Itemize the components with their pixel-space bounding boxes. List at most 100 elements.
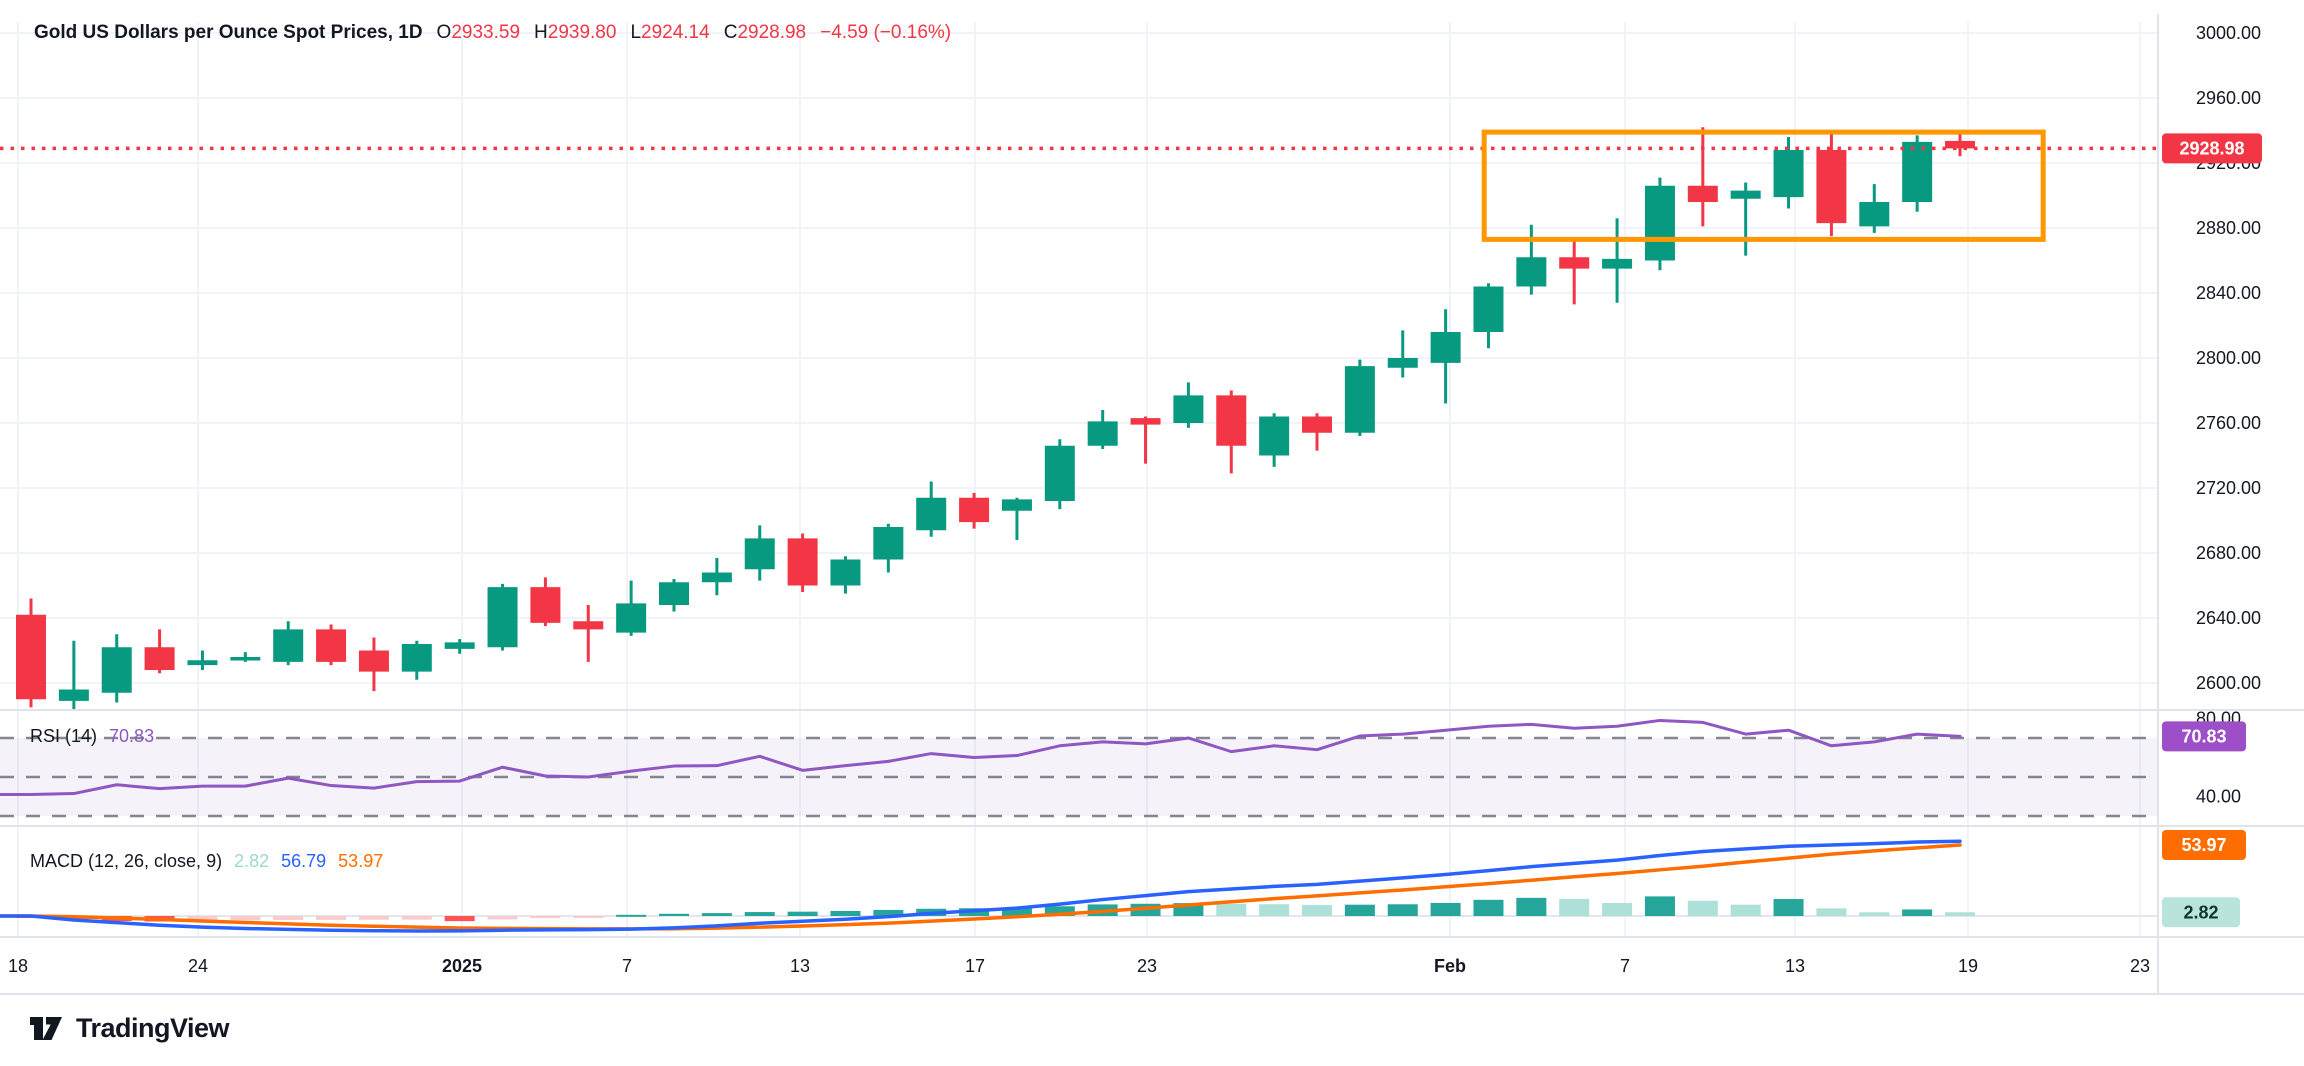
macd-histogram-bar[interactable] bbox=[1473, 899, 1504, 916]
candle[interactable] bbox=[401, 644, 432, 672]
candle[interactable] bbox=[701, 572, 732, 583]
macd-indicator-name[interactable]: MACD (12, 26, close, 9) bbox=[30, 851, 223, 871]
candle[interactable] bbox=[1130, 418, 1161, 425]
candle[interactable] bbox=[1087, 421, 1118, 446]
macd-histogram-bar[interactable] bbox=[616, 914, 647, 917]
tradingview-logo[interactable]: TradingView bbox=[26, 1008, 230, 1048]
candle[interactable] bbox=[16, 614, 46, 700]
candle[interactable] bbox=[1216, 395, 1247, 446]
candle[interactable] bbox=[787, 538, 818, 586]
candle[interactable] bbox=[1001, 499, 1032, 511]
macd-histogram-bar[interactable] bbox=[830, 910, 861, 916]
macd-histogram-bar[interactable] bbox=[401, 916, 432, 920]
macd-histogram-bar[interactable] bbox=[1302, 905, 1333, 916]
macd-hist-value: 2.82 bbox=[234, 851, 270, 871]
candle[interactable] bbox=[316, 629, 347, 662]
candle[interactable] bbox=[830, 559, 861, 586]
candle[interactable] bbox=[1259, 416, 1290, 456]
candle[interactable] bbox=[744, 538, 775, 570]
price-tick-label: 2880.00 bbox=[2196, 218, 2261, 238]
macd-histogram-bar[interactable] bbox=[744, 912, 775, 916]
candle[interactable] bbox=[1387, 358, 1418, 368]
macd-line-value: 56.79 bbox=[281, 851, 327, 871]
macd-histogram-bar[interactable] bbox=[573, 916, 604, 918]
candle[interactable] bbox=[573, 621, 604, 630]
candle[interactable] bbox=[659, 582, 690, 605]
candle[interactable] bbox=[1430, 332, 1461, 363]
symbol-title[interactable]: Gold US Dollars per Ounce Spot Prices, 1… bbox=[34, 22, 423, 43]
candle[interactable] bbox=[101, 647, 132, 693]
macd-legend: MACD (12, 26, close, 9) 2.82 56.79 53.97 bbox=[30, 851, 383, 872]
candle[interactable] bbox=[1945, 140, 1976, 149]
candle[interactable] bbox=[1602, 258, 1633, 269]
rsi-tick-label: 40.00 bbox=[2196, 786, 2241, 806]
macd-histogram-bar[interactable] bbox=[1902, 909, 1933, 916]
time-tick-label: 19 bbox=[1958, 956, 1978, 976]
candle[interactable] bbox=[1644, 185, 1675, 261]
macd-histogram-bar[interactable] bbox=[230, 916, 261, 921]
candle[interactable] bbox=[616, 603, 647, 633]
macd-histogram-bar[interactable] bbox=[1516, 897, 1547, 916]
candle[interactable] bbox=[1302, 416, 1333, 433]
candle[interactable] bbox=[916, 497, 947, 531]
macd-histogram-bar[interactable] bbox=[1216, 903, 1247, 916]
macd-signal-badge: 53.97 bbox=[2162, 829, 2246, 860]
macd-histogram-bar[interactable] bbox=[1430, 902, 1461, 916]
macd-histogram-bar[interactable] bbox=[1945, 912, 1976, 916]
candle[interactable] bbox=[1516, 257, 1547, 287]
candle[interactable] bbox=[273, 629, 304, 662]
candle[interactable] bbox=[187, 660, 218, 666]
macd-histogram-bar[interactable] bbox=[1559, 899, 1590, 916]
macd-histogram-bar[interactable] bbox=[1687, 900, 1718, 916]
macd-histogram-bar[interactable] bbox=[358, 916, 389, 920]
macd-histogram-bar[interactable] bbox=[1259, 904, 1290, 916]
macd-histogram-bar[interactable] bbox=[1773, 899, 1804, 916]
candle[interactable] bbox=[230, 657, 261, 661]
macd-histogram-bar[interactable] bbox=[187, 916, 218, 921]
macd-histogram-bar[interactable] bbox=[273, 916, 304, 920]
ohlc-close: C 2928.98 bbox=[724, 22, 806, 44]
macd-histogram-bar[interactable] bbox=[1044, 906, 1075, 916]
macd-histogram-bar[interactable] bbox=[316, 916, 347, 920]
macd-histogram-bar[interactable] bbox=[1816, 908, 1847, 916]
candle[interactable] bbox=[1859, 202, 1890, 227]
candle[interactable] bbox=[1044, 445, 1075, 501]
candle[interactable] bbox=[1730, 190, 1761, 199]
macd-histogram-bar[interactable] bbox=[873, 909, 904, 916]
highlight-rectangle[interactable] bbox=[1481, 129, 2046, 242]
macd-histogram-bar[interactable] bbox=[1859, 912, 1890, 916]
macd-histogram-bar[interactable] bbox=[1344, 904, 1375, 916]
candle[interactable] bbox=[1773, 150, 1804, 198]
candle[interactable] bbox=[1173, 395, 1204, 423]
candle[interactable] bbox=[1344, 366, 1375, 433]
candle[interactable] bbox=[58, 689, 89, 701]
macd-histogram-bar[interactable] bbox=[1730, 904, 1761, 916]
candle[interactable] bbox=[1816, 150, 1847, 224]
macd-histogram-bar[interactable] bbox=[1001, 907, 1032, 916]
macd-histogram-bar[interactable] bbox=[1644, 896, 1675, 916]
candle[interactable] bbox=[530, 587, 561, 623]
candle[interactable] bbox=[1902, 141, 1933, 202]
macd-histogram-bar[interactable] bbox=[444, 916, 475, 922]
candle[interactable] bbox=[1473, 286, 1504, 333]
macd-histogram-bar[interactable] bbox=[701, 913, 732, 916]
macd-histogram-bar[interactable] bbox=[659, 913, 690, 916]
candle[interactable] bbox=[873, 527, 904, 560]
candle[interactable] bbox=[358, 650, 389, 672]
macd-histogram-bar[interactable] bbox=[487, 916, 518, 920]
price-tick-label: 2640.00 bbox=[2196, 608, 2261, 628]
candle[interactable] bbox=[487, 587, 518, 648]
candle[interactable] bbox=[444, 642, 475, 649]
candle[interactable] bbox=[1559, 257, 1590, 269]
candle[interactable] bbox=[1687, 185, 1718, 202]
macd-histogram-bar[interactable] bbox=[1602, 902, 1633, 916]
candle[interactable] bbox=[144, 647, 175, 670]
macd-hist-badge: 2.82 bbox=[2162, 897, 2240, 928]
macd-histogram-bar[interactable] bbox=[1387, 904, 1418, 916]
rsi-indicator-name[interactable]: RSI (14) bbox=[30, 726, 98, 746]
macd-histogram-bar[interactable] bbox=[787, 911, 818, 916]
macd-histogram-bar[interactable] bbox=[530, 916, 561, 919]
candle[interactable] bbox=[959, 497, 990, 523]
change-value: −4.59 (−0.16%) bbox=[820, 22, 952, 43]
